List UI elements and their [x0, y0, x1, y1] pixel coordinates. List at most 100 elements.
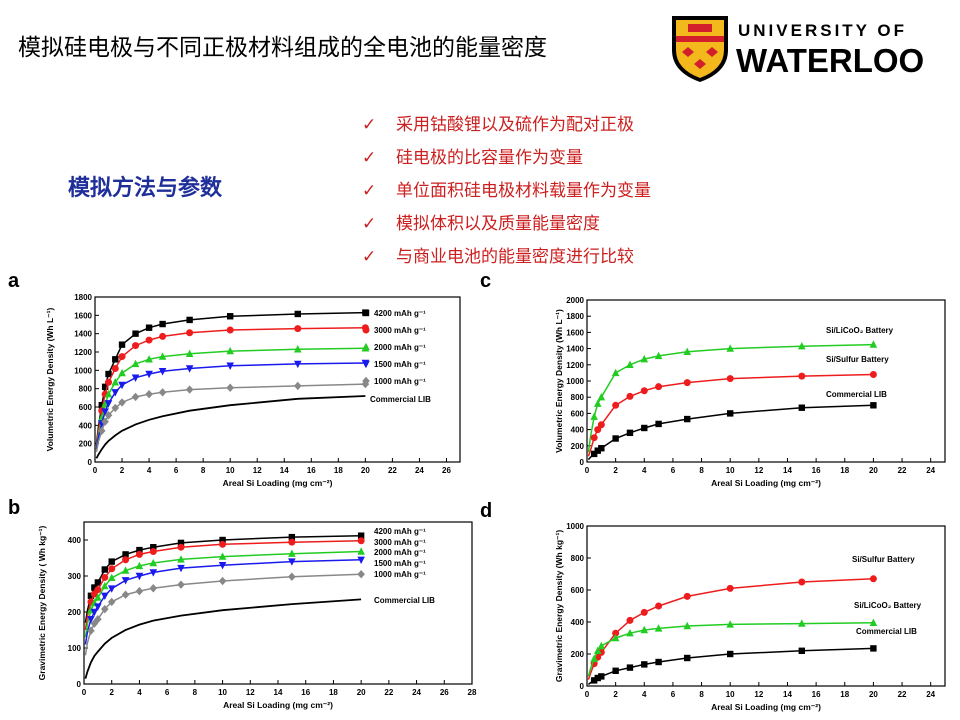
- legend-label: Commercial LIB: [370, 395, 431, 404]
- y-tick-label: 0: [88, 458, 93, 467]
- data-point: [122, 551, 129, 558]
- data-point: [94, 579, 102, 586]
- data-point: [593, 399, 602, 407]
- legend-label: Commercial LIB: [374, 596, 435, 605]
- data-point: [101, 408, 109, 416]
- check-icon: ✓: [362, 214, 377, 234]
- data-point: [135, 550, 143, 558]
- data-point: [131, 374, 140, 382]
- x-tick-label: 2: [613, 690, 618, 699]
- x-tick-label: 26: [442, 466, 451, 475]
- data-point: [118, 381, 126, 390]
- data-point: [798, 341, 806, 350]
- data-point: [611, 368, 620, 377]
- x-axis-label: Areal Si Loading (mg cm⁻²): [711, 702, 821, 712]
- x-tick-label: 16: [812, 466, 821, 475]
- legend-label: Si/Sulfur Battery: [852, 555, 915, 564]
- legend-label: Commercial LIB: [826, 390, 887, 399]
- data-point: [640, 387, 648, 395]
- data-point: [219, 540, 227, 548]
- legend-label: 3000 mAh g⁻¹: [374, 538, 426, 547]
- y-tick-label: 1000: [566, 522, 584, 531]
- x-tick-label: 8: [193, 688, 198, 697]
- panel-letter-d: d: [480, 500, 493, 522]
- data-point: [177, 580, 185, 589]
- y-tick-label: 100: [68, 644, 82, 653]
- data-point: [294, 325, 302, 333]
- x-tick-label: 14: [783, 466, 792, 475]
- series-0: 4200 mAh g⁻¹: [95, 309, 426, 444]
- y-axis-label: Volumetric Energy Density (Wh L⁻¹): [45, 308, 55, 452]
- data-point: [362, 309, 370, 317]
- data-point: [655, 383, 663, 391]
- data-point: [111, 365, 119, 372]
- x-tick-label: 14: [783, 690, 792, 699]
- data-point: [158, 388, 167, 397]
- y-tick-label: 1800: [74, 293, 92, 302]
- x-tick-label: 20: [361, 466, 370, 475]
- x-tick-label: 12: [754, 690, 763, 699]
- x-tick-label: 10: [726, 690, 735, 699]
- series-4: 1000 mAh g⁻¹: [84, 570, 426, 656]
- bullet-item: ✓ 与商业电池的能量密度进行比较: [362, 247, 634, 267]
- data-point: [594, 674, 601, 682]
- data-point: [362, 342, 370, 351]
- legend-label: 4200 mAh g⁻¹: [374, 527, 426, 536]
- data-point: [288, 549, 296, 557]
- bullet-item: ✓ 单位面积硅电极材料载量作为变量: [362, 181, 651, 201]
- data-point: [683, 592, 691, 600]
- data-point: [135, 561, 144, 570]
- x-tick-label: 20: [869, 466, 878, 475]
- y-tick-label: 1400: [74, 330, 92, 339]
- data-point: [293, 345, 302, 353]
- data-point: [288, 538, 296, 546]
- data-point: [594, 426, 602, 434]
- data-point: [726, 344, 734, 352]
- data-point: [640, 608, 648, 616]
- data-point: [90, 619, 99, 628]
- x-tick-label: 6: [165, 688, 170, 697]
- y-axis-label: Volumetric Energy Density (Wh L⁻¹): [554, 309, 564, 453]
- page-title: 模拟硅电极与不同正极材料组成的全电池的能量密度: [18, 35, 547, 61]
- data-point: [131, 392, 140, 402]
- plot-frame: [586, 525, 946, 687]
- data-point: [218, 562, 227, 570]
- x-tick-label: 0: [585, 466, 590, 475]
- series-1: Si/Sulfur Battery: [587, 355, 889, 457]
- data-point: [111, 389, 120, 397]
- x-tick-label: 18: [840, 690, 849, 699]
- x-tick-label: 4: [642, 690, 647, 699]
- chart-panel-c: 0 2 4 6 8 10 12 14 16 18 20 22 240200400600800100012…: [554, 296, 946, 488]
- y-tick-label: 600: [571, 409, 585, 418]
- x-tick-label: 0: [82, 688, 87, 697]
- panel-letter-b: b: [8, 497, 21, 519]
- data-point: [121, 590, 130, 599]
- data-point: [293, 381, 302, 391]
- data-point: [185, 365, 194, 373]
- data-point: [101, 566, 108, 573]
- x-tick-label: 6: [671, 690, 676, 699]
- data-point: [132, 342, 140, 350]
- data-point: [107, 573, 116, 581]
- series-5: Commercial LIB: [84, 596, 435, 679]
- data-point: [145, 389, 153, 399]
- data-point: [121, 577, 130, 585]
- plot-frame: [83, 521, 473, 685]
- data-point: [226, 313, 234, 320]
- y-axis-label: Gravimetric Energy Density (Wh kg⁻¹): [554, 530, 564, 682]
- data-point: [145, 355, 153, 363]
- shield-icon: [672, 16, 728, 82]
- series-0: Si/LiCoO₂ Battery: [587, 326, 894, 453]
- data-point: [226, 326, 234, 334]
- data-point: [177, 564, 185, 573]
- data-point: [121, 566, 130, 574]
- legend-label: 2000 mAh g⁻¹: [374, 343, 426, 352]
- data-point: [798, 404, 805, 411]
- legend-label: 4200 mAh g⁻¹: [374, 309, 426, 318]
- data-point: [357, 556, 365, 564]
- data-point: [798, 647, 805, 654]
- panel-letter-c: c: [480, 270, 492, 292]
- x-tick-label: 8: [699, 690, 704, 699]
- data-point: [101, 573, 109, 581]
